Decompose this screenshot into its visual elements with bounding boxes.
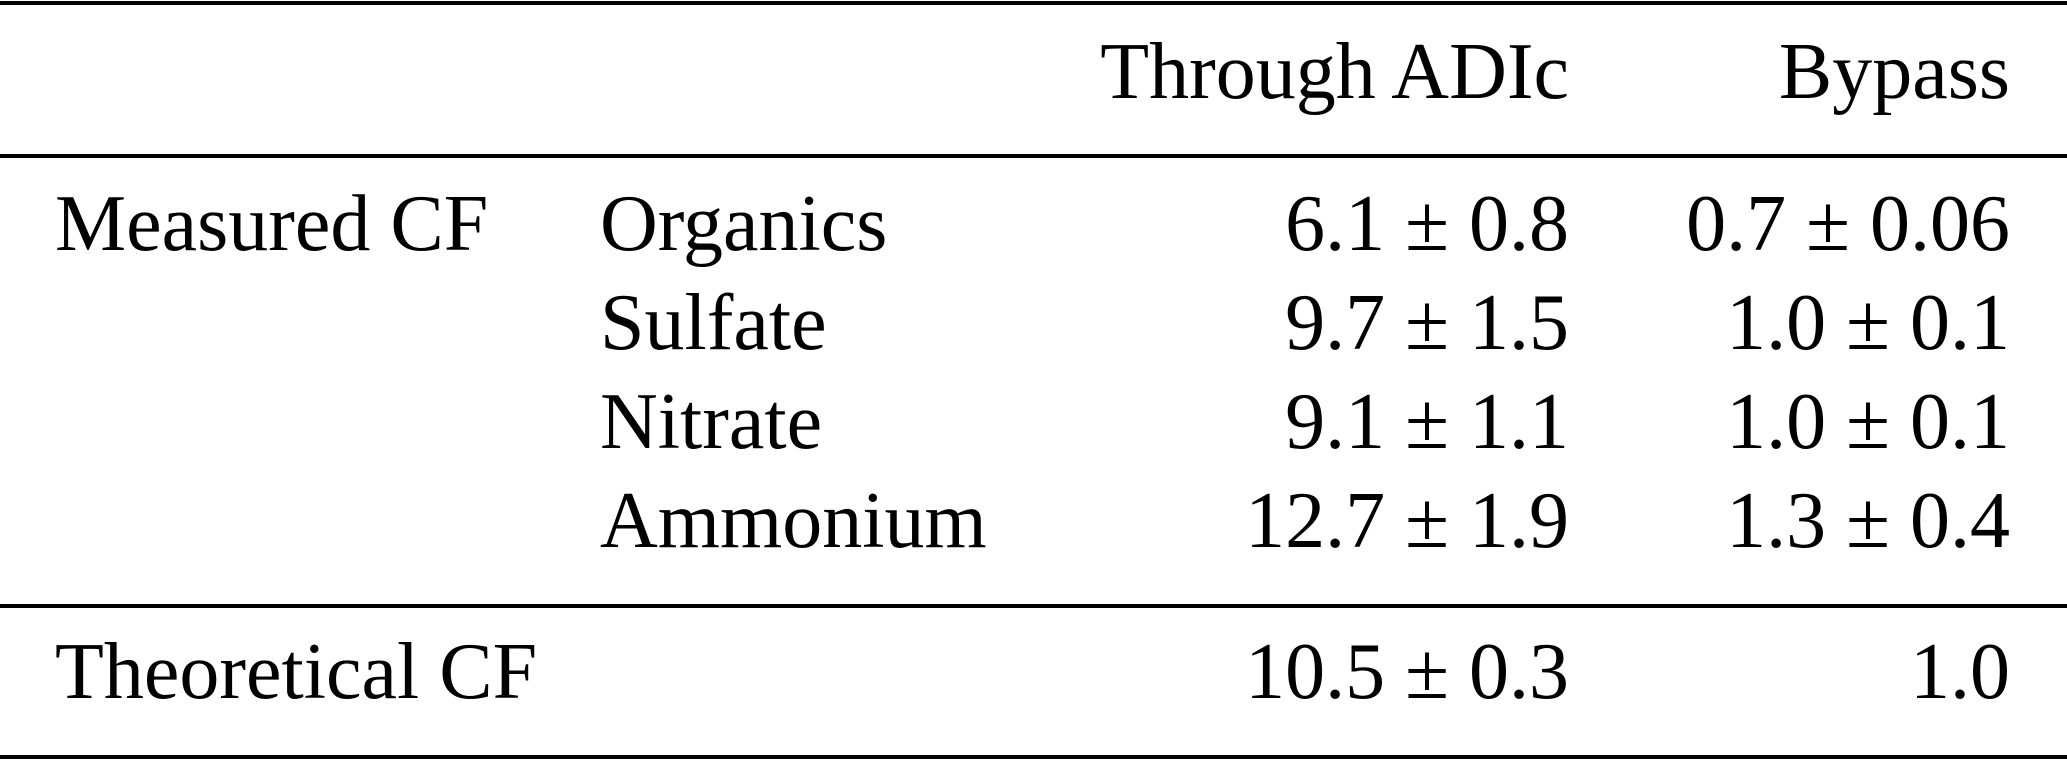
row-label: Sulfate [600, 279, 827, 367]
cell: 12.7 ± 1.9 [1245, 477, 1569, 565]
cell: 10.5 ± 0.3 [1245, 628, 1569, 716]
cell: 1.0 [1910, 628, 2010, 716]
cell: 1.0 ± 0.1 [1726, 279, 2010, 367]
row-label: Organics [600, 180, 887, 268]
cell: 9.1 ± 1.1 [1285, 378, 1569, 466]
row-label: Ammonium [600, 477, 987, 565]
cell: 0.7 ± 0.06 [1686, 180, 2010, 268]
group-label: Measured CF [55, 180, 488, 268]
cell: 1.3 ± 0.4 [1726, 477, 2010, 565]
cell: 9.7 ± 1.5 [1285, 279, 1569, 367]
cell: 1.0 ± 0.1 [1726, 378, 2010, 466]
column-header: Through ADIc [1100, 28, 1569, 116]
column-header: Bypass [1779, 28, 2010, 116]
cell: 6.1 ± 0.8 [1285, 180, 1569, 268]
group-label: Theoretical CF [55, 628, 537, 716]
row-label: Nitrate [600, 378, 822, 466]
